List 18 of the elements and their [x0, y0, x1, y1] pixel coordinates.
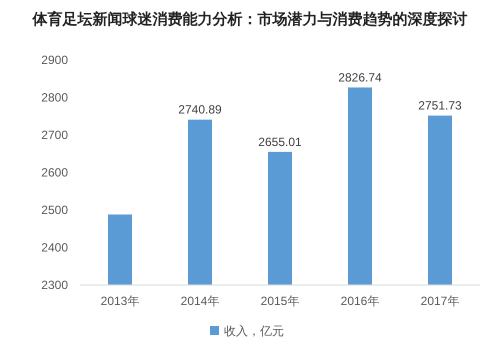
x-tick-label: 2014年 [180, 294, 220, 308]
data-label: 2826.74 [338, 70, 382, 84]
y-tick-label: 2800 [41, 90, 68, 104]
chart-title: 体育足坛新闻球迷消费能力分析：市场潜力与消费趋势的深度探讨 [32, 10, 468, 28]
x-tick-label: 2017年 [420, 294, 460, 308]
y-tick-label: 2900 [41, 53, 68, 67]
y-tick-label: 2300 [41, 278, 68, 292]
y-tick-label: 2600 [41, 166, 68, 180]
y-tick-label: 2500 [41, 203, 68, 217]
x-tick-label: 2015年 [260, 294, 300, 308]
x-tick-label: 2016年 [340, 294, 380, 308]
y-tick-label: 2400 [41, 240, 68, 254]
x-tick-label: 2013年 [100, 294, 140, 308]
data-label: 2740.89 [178, 102, 222, 117]
data-label: 2655.01 [258, 134, 302, 149]
data-label: 2751.73 [418, 98, 462, 113]
legend-label: 收入，亿元 [224, 324, 284, 338]
y-tick-label: 2700 [41, 128, 68, 142]
